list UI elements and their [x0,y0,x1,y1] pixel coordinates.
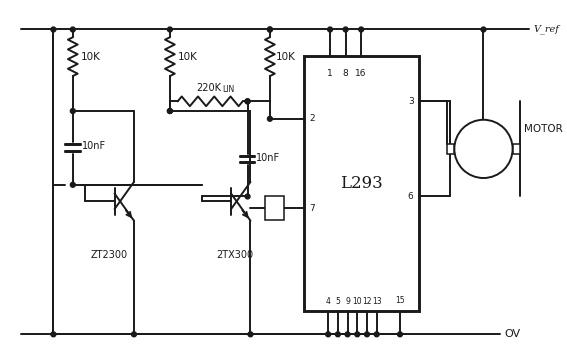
Text: MOTOR: MOTOR [524,125,563,135]
Circle shape [70,109,75,114]
Text: 220K: 220K [196,82,221,92]
Circle shape [268,27,272,32]
Circle shape [70,27,75,32]
Text: OV: OV [505,329,521,339]
Circle shape [268,27,272,32]
Circle shape [248,332,253,337]
Circle shape [481,27,486,32]
Text: V_ref: V_ref [534,25,560,34]
Text: 6: 6 [408,192,413,201]
Text: 2: 2 [310,114,315,123]
Text: 9: 9 [345,297,350,306]
Circle shape [328,27,332,32]
Circle shape [245,194,250,199]
Text: 3: 3 [408,97,413,106]
Text: 12: 12 [362,297,372,306]
Circle shape [397,332,403,337]
Circle shape [365,332,369,337]
Circle shape [51,27,56,32]
Circle shape [454,120,513,178]
Text: 10K: 10K [81,52,100,62]
Text: 10: 10 [353,297,362,306]
Bar [447,144,454,154]
Circle shape [70,182,75,187]
Circle shape [355,332,359,337]
Text: 7: 7 [310,203,315,213]
Circle shape [374,332,379,337]
Text: L293: L293 [340,175,383,192]
Circle shape [325,332,331,337]
Bar [513,144,521,154]
Circle shape [245,99,250,104]
Text: 15: 15 [395,296,405,305]
Bar [304,56,420,311]
Circle shape [167,27,172,32]
Text: ZT2300: ZT2300 [90,250,128,260]
Text: LIN: LIN [222,85,235,94]
Text: 5: 5 [336,297,340,306]
Text: 16: 16 [356,69,367,78]
Text: 2TX300: 2TX300 [217,250,253,260]
Text: 1: 1 [327,69,333,78]
Text: 10K: 10K [177,52,197,62]
Text: 10nF: 10nF [256,153,281,163]
Circle shape [245,99,250,104]
Circle shape [167,109,172,114]
Circle shape [343,27,348,32]
Circle shape [336,332,340,337]
Circle shape [51,332,56,337]
Text: 10nF: 10nF [82,141,105,151]
Text: 8: 8 [342,69,349,78]
Circle shape [132,332,137,337]
Circle shape [268,116,272,121]
Circle shape [359,27,363,32]
Circle shape [167,109,172,114]
Circle shape [345,332,350,337]
Bar [265,196,285,220]
Text: 13: 13 [372,297,382,306]
Text: 10K: 10K [276,52,295,62]
Text: 4: 4 [325,297,331,306]
